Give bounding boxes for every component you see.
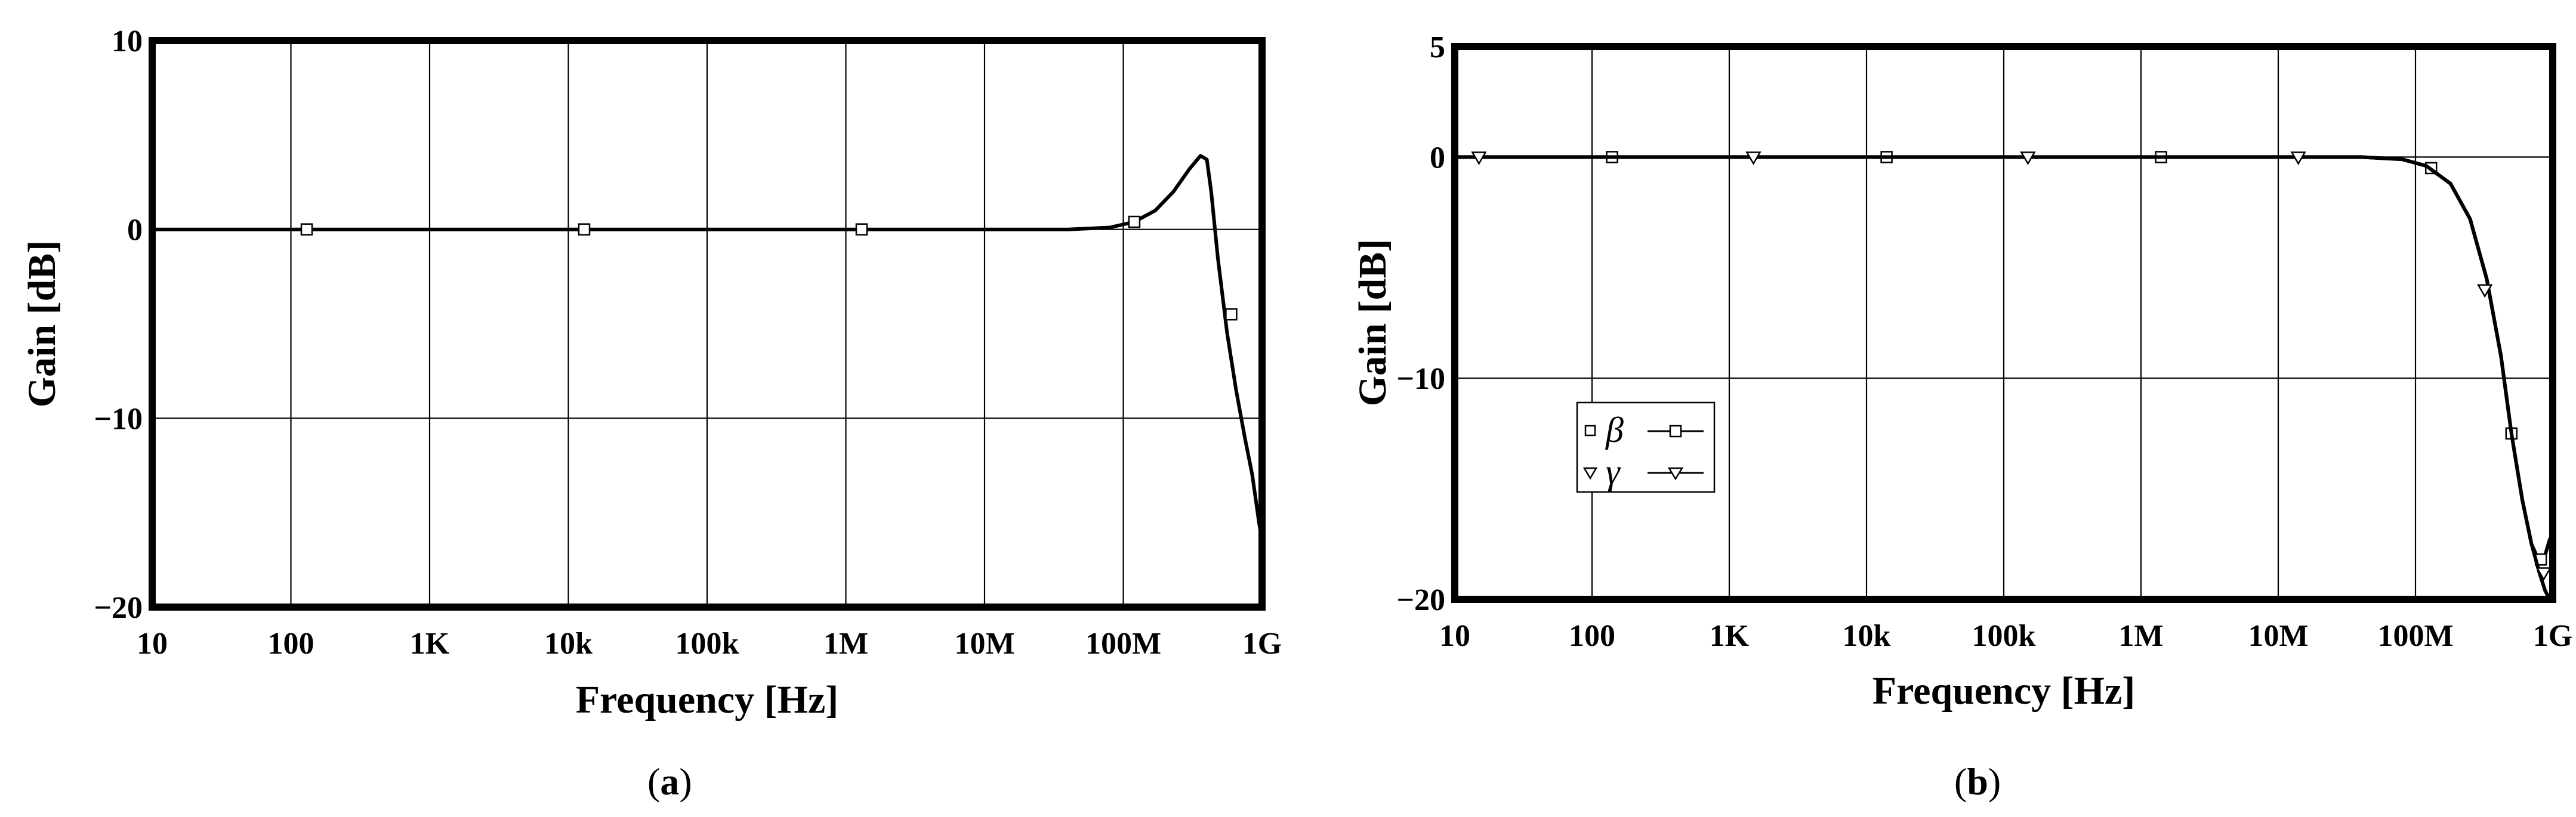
square-marker [1225, 308, 1238, 321]
x-tick-label: 100 [1569, 619, 1615, 653]
triangle-marker [1471, 151, 1487, 165]
y-tick-label: −20 [1396, 583, 1445, 617]
x-tick-label: 10k [1843, 619, 1891, 653]
x-tick-label: 1K [410, 627, 450, 661]
x-tick-label: 100k [1972, 619, 2036, 653]
x-tick-label: 10M [954, 627, 1014, 661]
panel-caption: (b) [1954, 760, 2001, 803]
x-tick-label: 10 [137, 627, 168, 661]
series-line-0 [152, 154, 1264, 541]
x-tick-label: 1M [823, 627, 868, 661]
chart-panel-a: 10 100 1K 10k 100k 1M 10M 100M 1G100−10−20Freque… [20, 24, 1282, 803]
caption-close: ) [679, 760, 692, 803]
x-tick-label: 1G [2533, 619, 2572, 653]
legend-square-icon [1584, 425, 1596, 437]
square-marker [300, 223, 313, 236]
legend-label: β [1605, 410, 1624, 450]
caption-open: ( [1954, 760, 1967, 803]
y-axis-label: Gain [dB] [20, 240, 64, 408]
y-tick-label: −10 [94, 402, 143, 436]
x-tick-label: 100M [2377, 619, 2453, 653]
y-tick-label: 0 [1430, 141, 1445, 175]
x-tick-label: 1M [2118, 619, 2163, 653]
y-tick-label: −10 [1396, 362, 1445, 396]
caption-close: ) [1988, 760, 2001, 803]
triangle-marker [1745, 151, 1761, 165]
triangle-marker [2020, 151, 2036, 165]
x-tick-label: 10M [2248, 619, 2308, 653]
y-tick-label: 5 [1430, 30, 1445, 64]
legend-line-triangle-icon [1667, 467, 1684, 481]
square-marker [578, 223, 591, 236]
legend-triangle-icon [1582, 467, 1598, 480]
x-tick-label: 1K [1710, 619, 1750, 653]
x-tick-label: 10 [1439, 619, 1470, 653]
series-line-1 [1455, 155, 2553, 601]
triangle-marker [2535, 567, 2552, 581]
square-marker [855, 223, 868, 236]
x-tick-label: 100k [675, 627, 739, 661]
caption-letter: a [660, 760, 679, 803]
plot-frame [1451, 43, 2556, 603]
x-tick-label: 10k [544, 627, 593, 661]
legend-box [1576, 401, 1716, 493]
caption-letter: b [1967, 760, 1988, 803]
y-tick-label: 0 [127, 213, 143, 247]
x-tick-label: 100M [1085, 627, 1161, 661]
x-axis-label: Frequency [Hz] [1872, 669, 2136, 713]
x-tick-label: 100 [268, 627, 314, 661]
plot-frame [149, 37, 1266, 611]
x-tick-label: 1G [1242, 627, 1282, 661]
square-marker [1128, 215, 1141, 228]
x-axis-label: Frequency [Hz] [576, 678, 839, 722]
y-axis-label: Gain [dB] [1351, 239, 1395, 407]
panel-caption: (a) [647, 760, 692, 803]
triangle-marker [2290, 151, 2306, 165]
chart-panel-b: 10 100 1K 10k 100k 1M 10M 100M 1G 5 0 −10 −20 Frequen… [1351, 30, 2572, 803]
triangle-marker [2477, 284, 2493, 298]
legend-line-square-icon [1669, 425, 1682, 438]
y-tick-label: 10 [112, 24, 143, 58]
legend: βγ [1576, 401, 1716, 493]
legend-label: γ [1606, 452, 1621, 491]
caption-open: ( [647, 760, 660, 803]
y-tick-label: −20 [94, 591, 143, 625]
